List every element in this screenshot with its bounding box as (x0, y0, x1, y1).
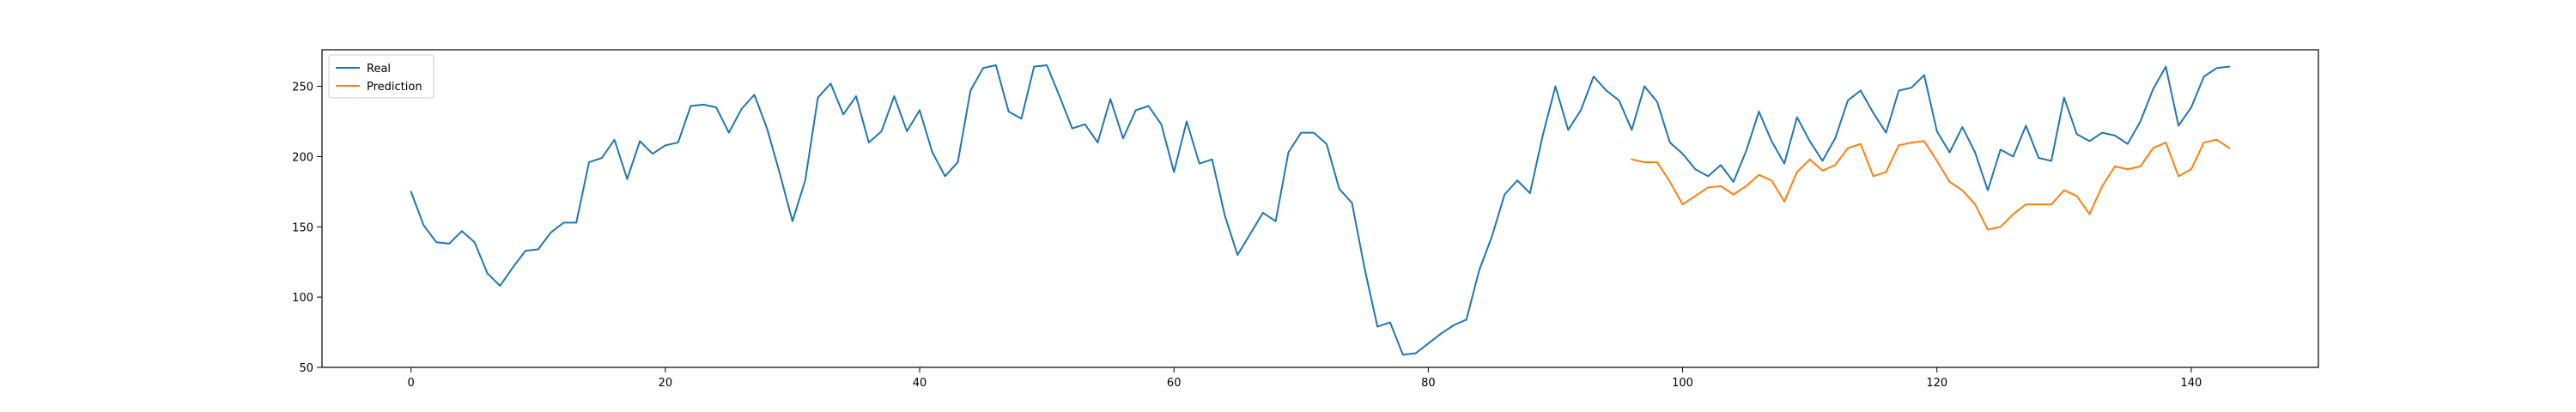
y-axis: 50 100 150 200 250 (292, 82, 322, 375)
legend-label-real: Real (367, 63, 391, 76)
x-tick-label: 40 (913, 377, 927, 390)
x-tick-label: 80 (1421, 377, 1436, 390)
series-lines (410, 64, 2231, 356)
x-tick-label: 100 (1672, 377, 1693, 390)
legend-label-prediction: Prediction (367, 81, 422, 94)
series-line-real (410, 64, 2231, 356)
x-tick-label: 140 (2180, 377, 2202, 390)
y-tick-label: 150 (292, 221, 313, 234)
series-line-prediction (1631, 138, 2231, 231)
y-tick-label: 100 (292, 292, 313, 305)
legend: Real Prediction (328, 54, 434, 99)
y-tick-label: 50 (299, 362, 313, 375)
plot-frame (321, 49, 2319, 368)
x-tick-label: 20 (659, 377, 673, 390)
y-tick-label: 250 (292, 82, 313, 94)
x-tick-label: 0 (408, 377, 415, 390)
x-axis: 0 20 40 60 80 100 120 140 (408, 367, 2202, 390)
x-tick-label: 60 (1167, 377, 1182, 390)
y-tick-label: 200 (292, 151, 313, 164)
x-tick-label: 120 (1926, 377, 1947, 390)
legend-box (328, 54, 434, 99)
